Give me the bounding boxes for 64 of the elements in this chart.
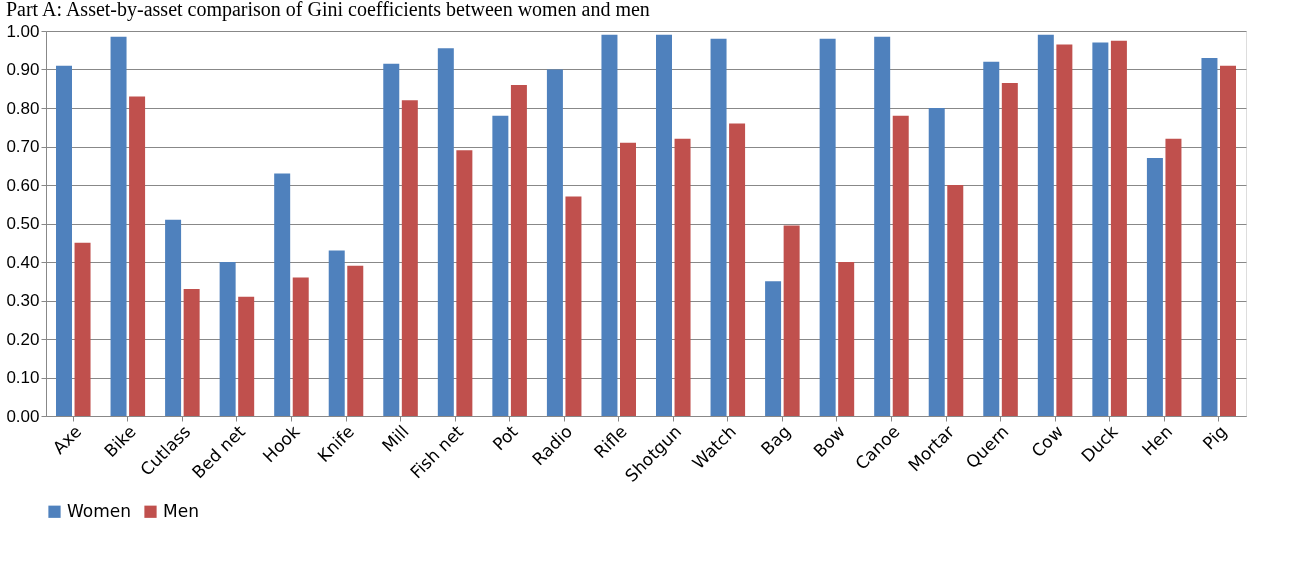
bar	[1220, 65, 1236, 416]
y-tick-label: 0.70	[6, 137, 40, 156]
y-tick-label: 0.10	[6, 368, 40, 387]
bar	[546, 69, 563, 416]
bar	[328, 250, 345, 416]
bar	[1201, 57, 1218, 416]
y-tick-label: 1.00	[6, 21, 40, 41]
y-tick-label: 0.50	[6, 214, 40, 233]
bar	[601, 34, 618, 416]
bar	[1092, 42, 1109, 416]
bar	[274, 173, 291, 416]
bar	[347, 265, 364, 416]
bar	[983, 61, 1000, 416]
y-tick-label: 0.40	[6, 252, 40, 272]
legend-label: Women	[67, 500, 132, 521]
x-tick-label: Axe	[48, 421, 86, 458]
bar	[437, 48, 454, 416]
bar	[710, 38, 727, 416]
bar	[56, 65, 72, 416]
bar	[838, 262, 855, 416]
bar	[565, 196, 582, 416]
bar	[656, 34, 672, 416]
x-tick-label: Pot	[488, 421, 522, 455]
bar	[783, 225, 800, 416]
legend-label: Men	[163, 500, 199, 521]
bar	[765, 281, 782, 416]
bar	[1146, 158, 1163, 416]
bar	[219, 262, 236, 416]
bar	[819, 38, 836, 416]
y-tick-label: 0.00	[6, 406, 40, 426]
bar	[1037, 34, 1054, 416]
bar	[928, 108, 945, 416]
bar	[892, 115, 909, 416]
bar	[1001, 82, 1018, 416]
bar	[674, 138, 691, 416]
bar	[456, 150, 473, 416]
y-tick-label: 0.20	[6, 329, 40, 349]
x-tick-label: Mill	[378, 421, 413, 456]
bar	[383, 63, 400, 416]
bar	[183, 288, 200, 416]
bar	[729, 123, 746, 416]
bar	[401, 100, 418, 416]
bar	[510, 84, 527, 416]
bar	[1056, 44, 1073, 416]
bar	[165, 219, 182, 416]
x-tick-label: Pig	[1198, 421, 1231, 454]
bar	[492, 115, 509, 416]
bar	[110, 36, 127, 416]
bar	[1110, 40, 1127, 416]
bar	[620, 142, 636, 416]
y-tick-label: 0.90	[6, 60, 40, 79]
x-tick-label: Bag	[757, 421, 795, 459]
bar	[947, 185, 964, 416]
bar	[129, 96, 146, 416]
y-tick-label: 0.80	[6, 98, 40, 118]
chart-title: Part A: Asset-by-asset comparison of Gini coefficients between women and men	[5, 0, 650, 21]
bar	[1165, 138, 1182, 416]
bar	[874, 36, 891, 416]
bar	[292, 277, 309, 416]
y-tick-label: 0.60	[6, 175, 40, 195]
x-tick-label: Hen	[1138, 421, 1177, 460]
bar	[238, 296, 255, 416]
y-tick-label: 0.30	[6, 291, 40, 310]
bar	[74, 242, 91, 416]
